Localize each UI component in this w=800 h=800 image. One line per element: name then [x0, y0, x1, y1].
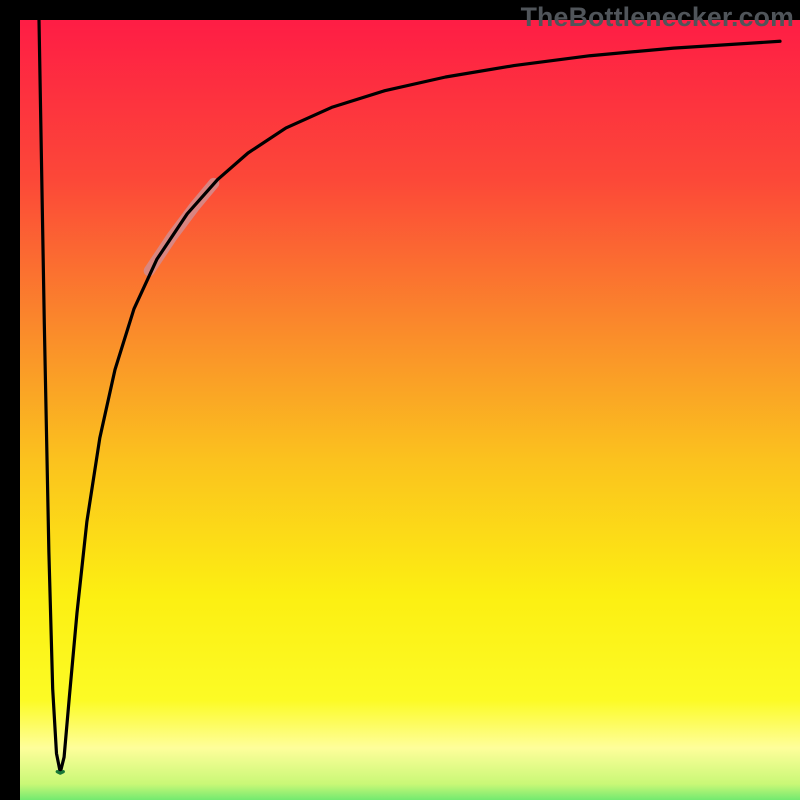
gradient-background [20, 20, 800, 800]
chart-svg [0, 0, 800, 800]
dip-base [57, 772, 63, 774]
bottleneck-chart: TheBottlenecker.com [0, 0, 800, 800]
